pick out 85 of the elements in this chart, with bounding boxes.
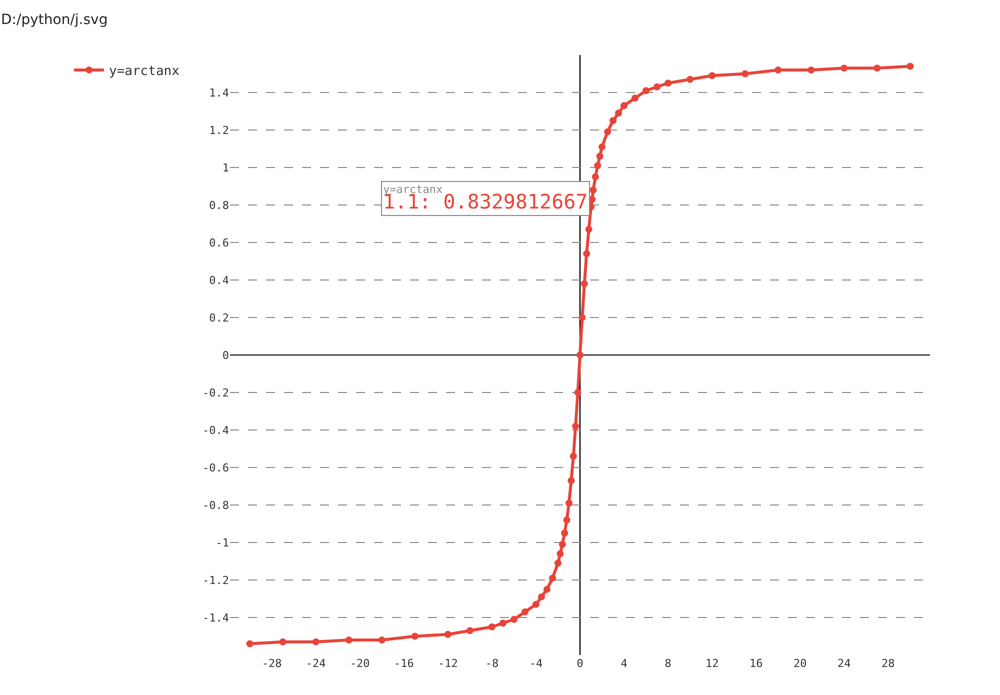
point bbox=[279, 638, 286, 646]
legend-label: y=arctanx bbox=[109, 64, 180, 80]
point bbox=[543, 586, 550, 593]
point bbox=[570, 452, 577, 460]
point bbox=[596, 152, 604, 160]
point bbox=[742, 70, 749, 78]
y-tick-label: 1.4 bbox=[209, 86, 230, 100]
point bbox=[585, 226, 592, 233]
x-tick-label: -16 bbox=[394, 657, 414, 670]
annotation: y=arctanx 1.1: 0.8329812667 bbox=[383, 183, 588, 214]
y-tick-label: -1.4 bbox=[202, 611, 230, 624]
point bbox=[654, 83, 661, 90]
y-tick-label: -1.2 bbox=[202, 574, 229, 587]
x-tick-label: -20 bbox=[350, 657, 370, 670]
point bbox=[345, 636, 352, 644]
point bbox=[488, 623, 496, 630]
point bbox=[664, 80, 672, 87]
point bbox=[558, 540, 566, 548]
point bbox=[378, 636, 386, 644]
y-tick-label: 0 bbox=[222, 348, 229, 362]
point bbox=[563, 516, 570, 524]
point bbox=[808, 66, 815, 74]
y-tick-label: -0.2 bbox=[202, 386, 229, 400]
point bbox=[615, 110, 622, 117]
point bbox=[548, 574, 556, 582]
point bbox=[598, 143, 606, 150]
point bbox=[708, 72, 716, 80]
x-tick-label: -28 bbox=[262, 657, 282, 670]
x-tick-label: -8 bbox=[485, 657, 499, 670]
point bbox=[590, 186, 597, 194]
point bbox=[444, 630, 452, 638]
point bbox=[578, 314, 586, 321]
point bbox=[594, 162, 602, 170]
x-tick-label: 8 bbox=[664, 657, 672, 670]
point bbox=[572, 422, 580, 430]
point bbox=[466, 627, 474, 634]
point bbox=[576, 352, 584, 358]
point bbox=[592, 173, 599, 180]
x-tick-label: 0 bbox=[576, 657, 584, 670]
y-tick-label: -0.8 bbox=[202, 498, 229, 512]
point bbox=[604, 128, 612, 136]
x-tick-label: 4 bbox=[620, 657, 628, 670]
point bbox=[906, 62, 914, 70]
point bbox=[642, 87, 650, 94]
point bbox=[411, 632, 418, 640]
x-tick-label: 16 bbox=[749, 657, 763, 670]
point bbox=[538, 593, 545, 600]
point bbox=[583, 250, 590, 258]
point bbox=[521, 608, 528, 616]
point bbox=[556, 550, 564, 558]
y-tick-label: 0.4 bbox=[209, 274, 230, 287]
point bbox=[568, 477, 575, 484]
x-tick-label: 24 bbox=[838, 657, 852, 670]
y-tick-label: -1 bbox=[216, 536, 229, 550]
point bbox=[620, 102, 628, 110]
x-tick-label: -24 bbox=[306, 657, 326, 670]
y-tick-label: 0.2 bbox=[209, 311, 229, 324]
x-tick-label: 12 bbox=[705, 657, 719, 670]
x-tick-label: -12 bbox=[438, 657, 458, 670]
y-tick-label: -0.4 bbox=[202, 424, 230, 437]
y-tick-label: 1.2 bbox=[209, 124, 229, 137]
point bbox=[840, 64, 848, 72]
point bbox=[499, 620, 506, 627]
point bbox=[532, 600, 540, 608]
text: D:/python/j.svg bbox=[1, 12, 108, 28]
y-tick-label: 1 bbox=[222, 161, 229, 174]
y-tick-label: -0.6 bbox=[202, 461, 229, 474]
point bbox=[510, 616, 518, 623]
point bbox=[632, 94, 639, 102]
point bbox=[874, 64, 881, 72]
x-tick-label: -4 bbox=[529, 657, 543, 670]
point bbox=[565, 500, 572, 507]
point bbox=[686, 76, 694, 83]
point bbox=[246, 640, 254, 648]
point bbox=[574, 389, 582, 396]
point bbox=[774, 66, 782, 74]
x-tick-label: 20 bbox=[794, 657, 807, 670]
y-tick-label: 0.6 bbox=[209, 236, 229, 250]
point bbox=[554, 560, 562, 567]
y-tick-label: 0.8 bbox=[209, 198, 229, 212]
point bbox=[561, 530, 568, 537]
point bbox=[610, 117, 617, 124]
point bbox=[580, 280, 588, 288]
x-tick-label: 28 bbox=[882, 657, 895, 670]
point bbox=[312, 638, 320, 646]
